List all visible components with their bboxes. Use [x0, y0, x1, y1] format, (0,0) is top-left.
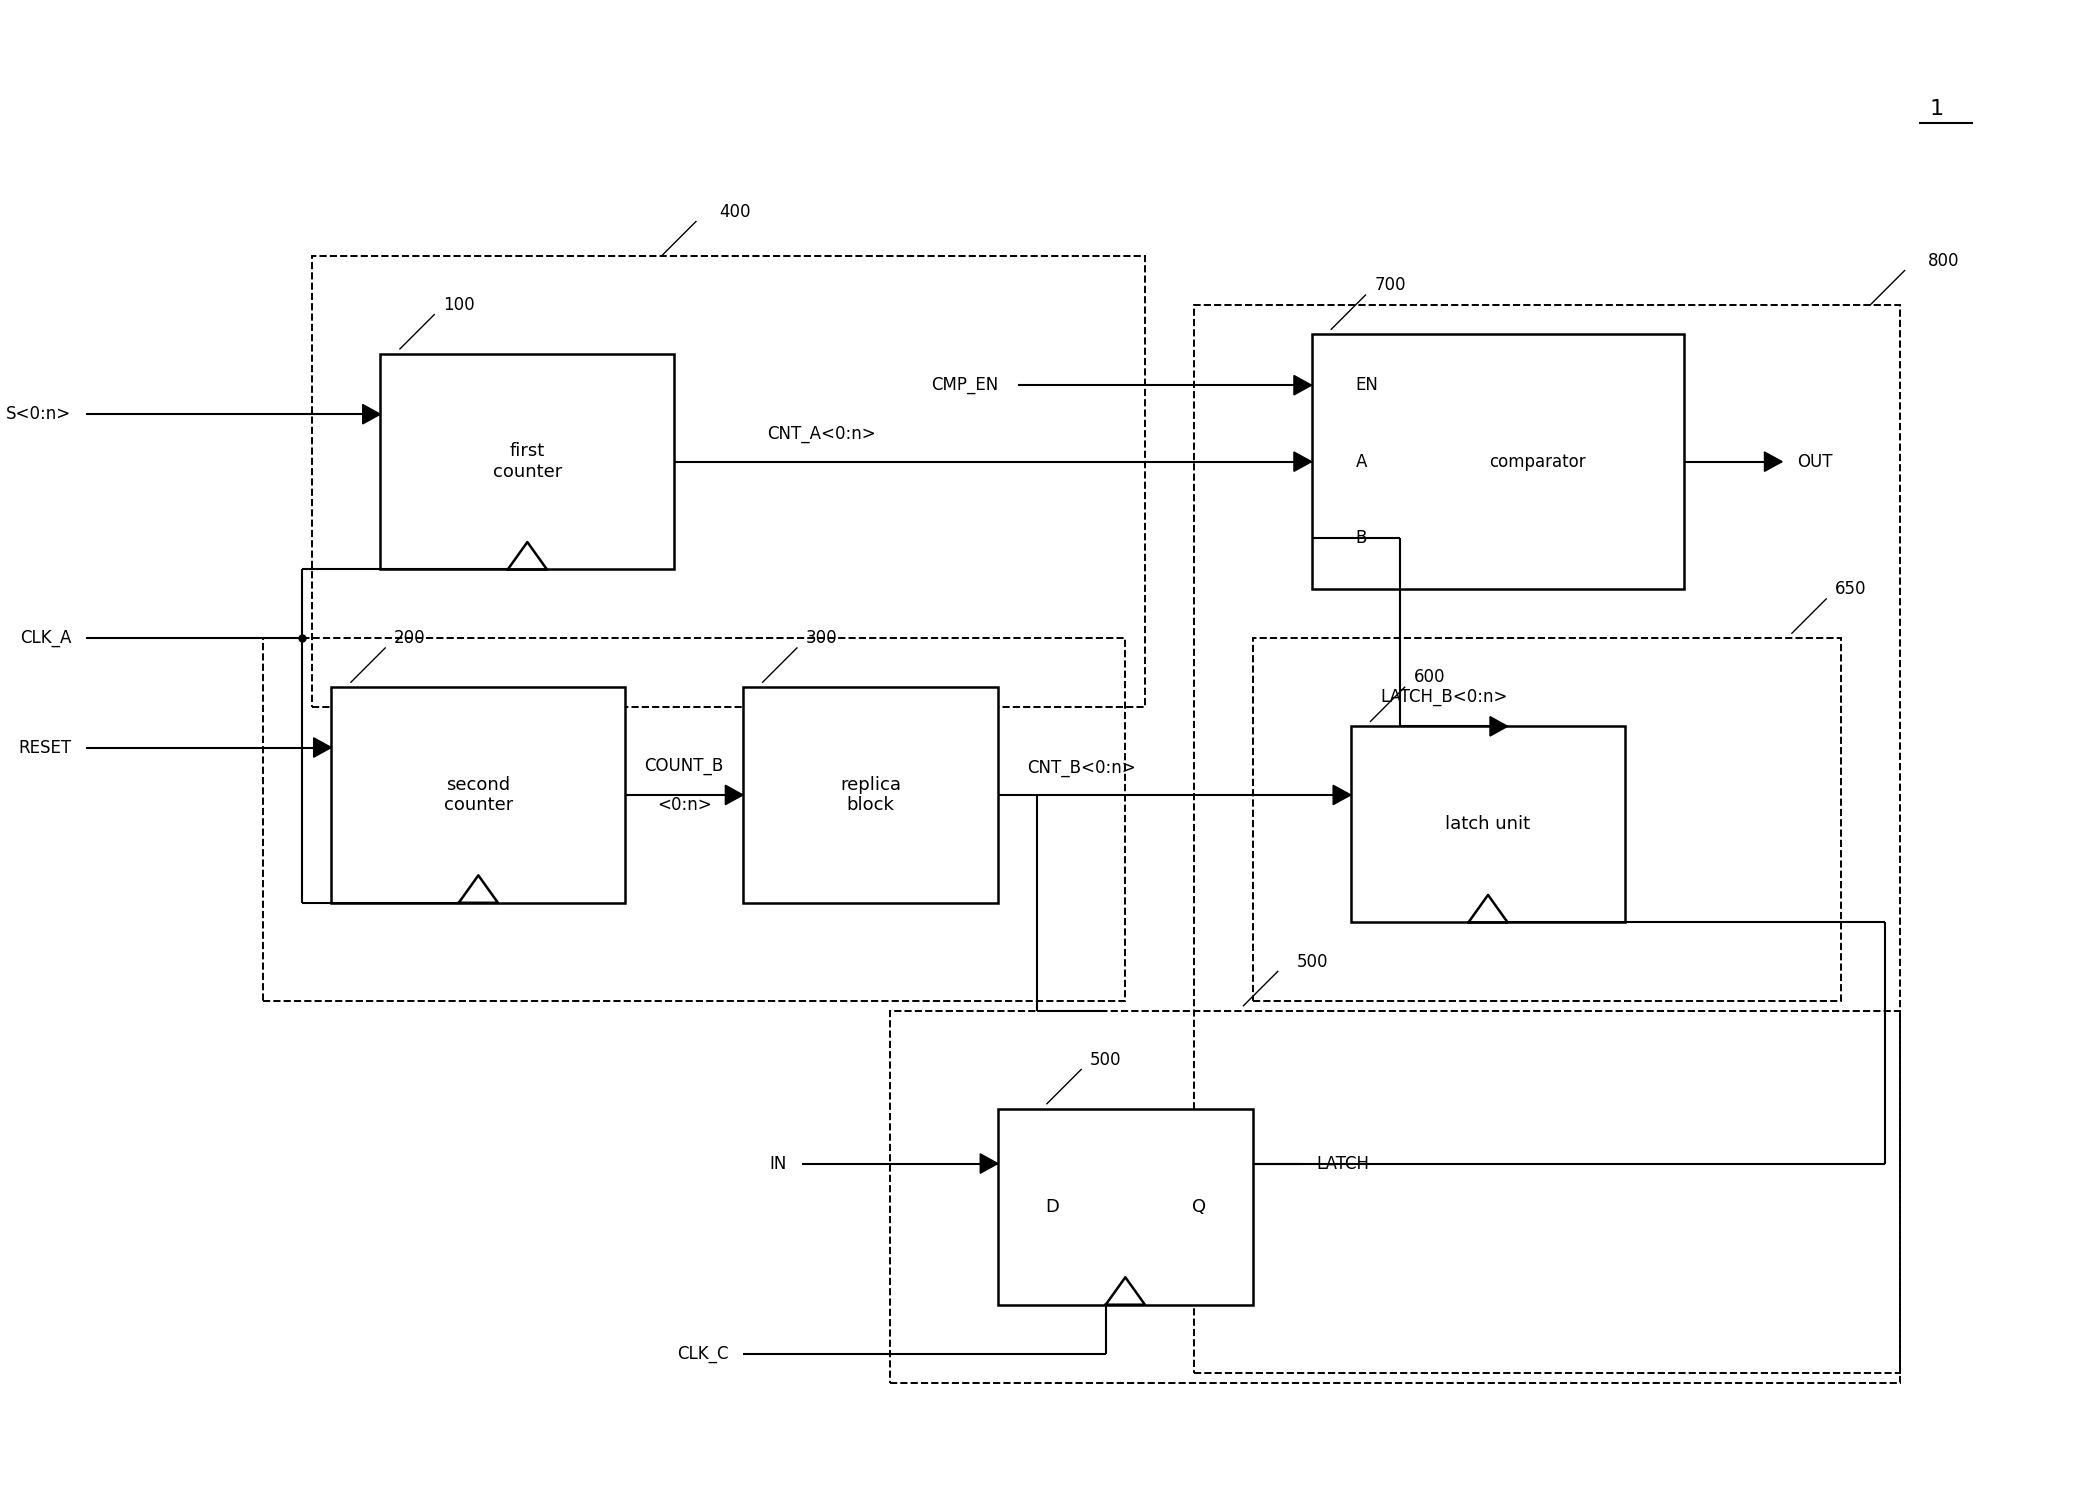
Polygon shape — [363, 404, 380, 424]
Text: RESET: RESET — [19, 739, 71, 756]
Text: 200: 200 — [395, 629, 426, 646]
Text: OUT: OUT — [1797, 453, 1832, 471]
Polygon shape — [980, 1153, 997, 1174]
Text: comparator: comparator — [1488, 453, 1585, 471]
Bar — [890, 1010, 1900, 1383]
Text: latch unit: latch unit — [1446, 816, 1530, 834]
Bar — [1312, 334, 1683, 588]
Text: second
counter: second counter — [443, 776, 512, 814]
Text: CLK_A: CLK_A — [21, 629, 71, 646]
Text: 300: 300 — [806, 629, 838, 646]
Text: CLK_C: CLK_C — [676, 1345, 728, 1363]
Bar — [1253, 637, 1841, 1000]
Bar — [997, 1109, 1253, 1305]
Text: 600: 600 — [1413, 669, 1444, 687]
Text: A: A — [1356, 453, 1366, 471]
Text: LATCH: LATCH — [1316, 1155, 1369, 1172]
Text: 500: 500 — [1297, 953, 1329, 970]
Text: 400: 400 — [720, 202, 751, 221]
Polygon shape — [1490, 716, 1507, 736]
Text: CNT_A<0:n>: CNT_A<0:n> — [766, 425, 875, 443]
Text: D: D — [1045, 1198, 1058, 1216]
Bar — [332, 687, 626, 903]
Text: EN: EN — [1356, 376, 1379, 394]
Text: B: B — [1356, 529, 1366, 547]
Polygon shape — [1333, 785, 1352, 804]
Text: Q: Q — [1192, 1198, 1207, 1216]
Bar — [743, 687, 997, 903]
Polygon shape — [1293, 376, 1312, 395]
Text: LATCH_B<0:n>: LATCH_B<0:n> — [1381, 688, 1507, 706]
Text: 500: 500 — [1089, 1051, 1121, 1068]
Text: IN: IN — [770, 1155, 787, 1172]
Polygon shape — [313, 739, 332, 758]
Text: COUNT_B: COUNT_B — [644, 756, 724, 774]
Polygon shape — [1293, 452, 1312, 471]
Bar — [1352, 727, 1625, 923]
Polygon shape — [726, 785, 743, 804]
Bar — [1194, 305, 1900, 1373]
Text: 100: 100 — [443, 296, 474, 314]
Polygon shape — [1765, 452, 1782, 471]
Text: first
counter: first counter — [493, 443, 563, 481]
Text: 700: 700 — [1375, 276, 1406, 294]
Text: S<0:n>: S<0:n> — [6, 406, 71, 424]
Bar — [311, 256, 1144, 707]
Text: 650: 650 — [1835, 580, 1866, 597]
Text: CMP_EN: CMP_EN — [930, 376, 997, 394]
Bar — [262, 637, 1125, 1000]
Text: replica
block: replica block — [840, 776, 900, 814]
Text: CNT_B<0:n>: CNT_B<0:n> — [1026, 758, 1136, 777]
Text: <0:n>: <0:n> — [657, 796, 712, 814]
Text: 800: 800 — [1929, 251, 1960, 269]
Text: 1: 1 — [1929, 98, 1944, 119]
Bar — [380, 354, 674, 569]
